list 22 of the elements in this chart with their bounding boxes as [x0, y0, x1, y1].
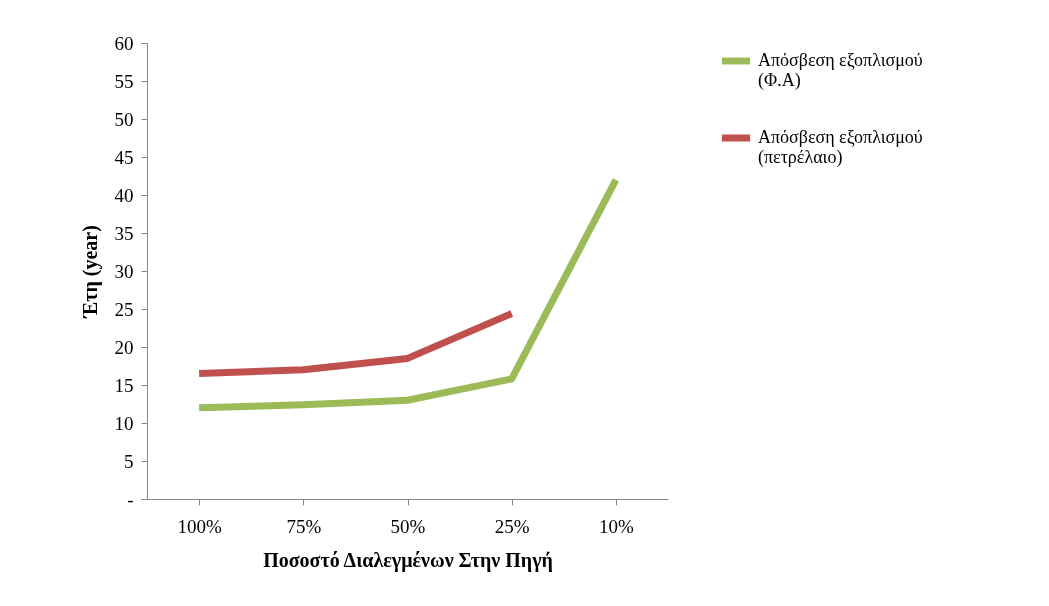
x-tick-label: 25% — [494, 515, 530, 537]
y-tick-label: 25 — [114, 298, 134, 320]
y-tick-label: 50 — [114, 108, 134, 130]
x-tick-label: 10% — [598, 515, 634, 537]
y-tick-label: 35 — [114, 222, 134, 244]
x-tick-label: 50% — [390, 515, 426, 537]
y-tick-label: 20 — [114, 336, 134, 358]
x-tick-label: 100% — [177, 515, 222, 537]
y-tick-label: 5 — [124, 450, 134, 472]
legend-label: Απόσβεση εξοπλισμού (πετρέλαιο) — [758, 127, 923, 168]
y-tick-label: 45 — [114, 146, 134, 168]
y-tick-label: 10 — [114, 412, 134, 434]
x-tick-label: 75% — [286, 515, 322, 537]
y-axis-title: Έτη (year) — [78, 225, 102, 319]
y-tick-label: 15 — [114, 374, 134, 396]
y-tick-label: 55 — [114, 70, 134, 92]
y-tick-label: - — [127, 488, 134, 510]
legend-label: Απόσβεση εξοπλισμού (Φ.Α) — [758, 50, 923, 91]
y-tick-label: 30 — [114, 260, 134, 282]
y-tick-label: 40 — [114, 184, 134, 206]
x-axis-title: Ποσοστό Διαλεγμένων Στην Πηγή — [263, 548, 553, 572]
y-tick-label: 60 — [114, 32, 134, 54]
